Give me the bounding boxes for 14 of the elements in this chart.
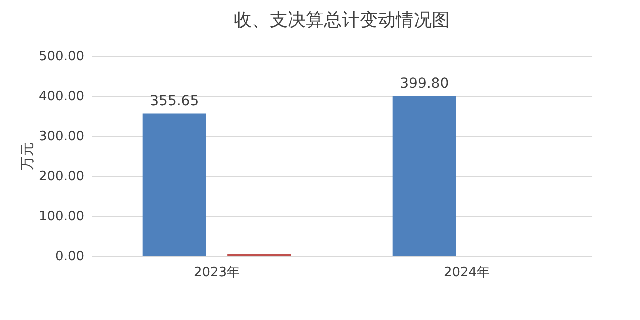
data-label: 399.80	[400, 76, 450, 92]
y-tick-label: 100.00	[39, 210, 84, 224]
y-tick-label: 500.00	[39, 50, 84, 64]
x-tick-label: 2024年	[444, 266, 490, 280]
y-tick-label: 0.00	[56, 250, 84, 264]
x-tick-label: 2023年	[194, 266, 240, 280]
y-tick-label: 200.00	[39, 170, 84, 184]
y-tick-label: 300.00	[39, 130, 84, 144]
bar	[392, 96, 456, 256]
data-label: 355.65	[150, 94, 200, 110]
y-axis-title: 万元	[20, 142, 36, 170]
bar	[142, 114, 206, 256]
chart-title: 收、支决算总计变动情况图	[234, 10, 450, 31]
y-tick-label: 400.00	[39, 90, 84, 104]
